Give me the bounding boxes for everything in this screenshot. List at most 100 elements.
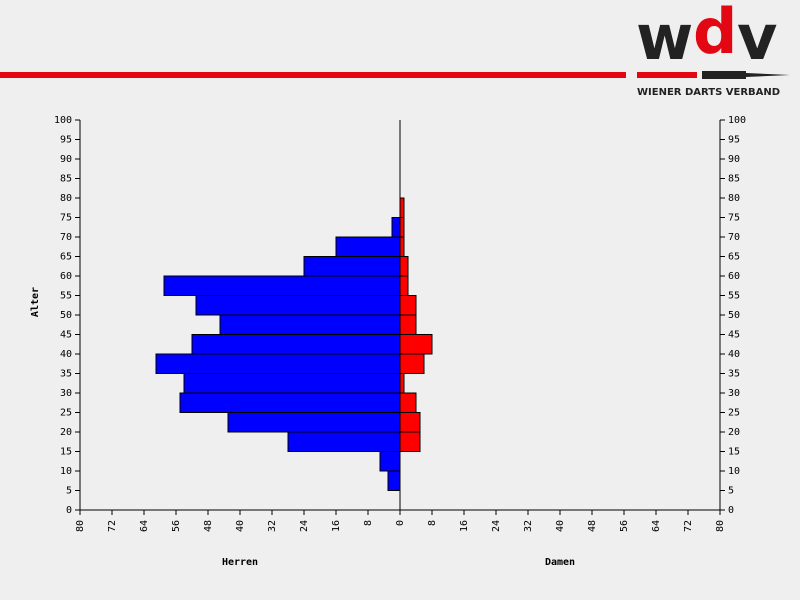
logo-d: d [693,0,737,68]
bar [387,470,401,491]
x-tick-label: 24 [491,520,502,532]
bar [379,451,401,472]
y-tick-label: 35 [728,369,740,380]
x-tick-label: 16 [459,520,470,532]
x-tick-label: 40 [235,520,246,532]
y-tick-label: 95 [60,135,72,146]
bar [399,431,421,452]
y-tick-label: 45 [60,330,72,341]
bar [183,373,401,394]
bar [399,197,405,218]
y-tick-label: 0 [66,505,72,516]
x-tick-label: 40 [555,520,566,532]
bar [399,256,409,277]
y-tick-label: 45 [728,330,740,341]
y-tick-label: 5 [728,486,734,497]
bar [335,236,401,257]
x-tick-label: 8 [427,520,438,526]
x-tick-label: 48 [587,520,598,532]
logo-dart [702,71,746,79]
bar [399,314,417,335]
bar [399,412,421,433]
y-tick-label: 95 [728,135,740,146]
y-tick-label: 30 [60,388,72,399]
logo-dart-tip [746,73,790,77]
x-tick-label: 48 [203,520,214,532]
x-tick-label: 56 [619,520,630,532]
bar [227,412,401,433]
y-tick-label: 70 [728,232,740,243]
y-tick-label: 85 [728,174,740,185]
y-tick-label: 10 [60,466,72,477]
y-tick-label: 75 [60,213,72,224]
y-tick-label: 70 [60,232,72,243]
y-tick-label: 90 [728,154,740,165]
y-tick-label: 80 [728,193,740,204]
logo-v: v [737,1,777,74]
y-tick-label: 55 [60,291,72,302]
y-tick-label: 0 [728,505,734,516]
bar [155,353,401,374]
y-tick-label: 30 [728,388,740,399]
y-tick-label: 40 [728,349,740,360]
bar [191,334,401,355]
bar [391,217,401,238]
y-tick-label: 35 [60,369,72,380]
y-tick-label: 100 [728,115,746,126]
y-tick-label: 20 [728,427,740,438]
bar [287,431,401,452]
bar [399,236,405,257]
bar [219,314,401,335]
x-tick-label: 64 [139,520,150,532]
logo-w: w [636,1,693,74]
y-tick-label: 55 [728,291,740,302]
bar [399,217,405,238]
x-tick-label: 64 [651,520,662,532]
y-tick-label: 25 [60,408,72,419]
y-tick-label: 65 [60,252,72,263]
bar [399,334,433,355]
y-tick-label: 10 [728,466,740,477]
y-tick-label: 50 [60,310,72,321]
bar [399,373,405,394]
x-tick-label: 8 [363,520,374,526]
y-axis-label: Alter [30,287,41,317]
y-tick-label: 100 [54,115,72,126]
x-tick-label: 32 [523,520,534,532]
series-label: Herren [222,557,258,568]
y-tick-label: 15 [60,447,72,458]
bar [399,275,409,296]
y-tick-label: 5 [66,486,72,497]
x-tick-label: 24 [299,520,310,532]
bar [163,275,401,296]
y-tick-label: 90 [60,154,72,165]
y-tick-label: 60 [60,271,72,282]
x-tick-label: 56 [171,520,182,532]
y-tick-label: 75 [728,213,740,224]
header-bar [0,72,626,78]
x-tick-label: 32 [267,520,278,532]
x-tick-label: 72 [107,520,118,532]
bar [399,353,425,374]
y-tick-label: 40 [60,349,72,360]
x-tick-label: 80 [715,520,726,532]
header-bar [637,72,697,78]
logo-subtitle: WIENER DARTS VERBAND [637,87,780,98]
x-tick-label: 16 [331,520,342,532]
y-tick-label: 60 [728,271,740,282]
bar [303,256,401,277]
bar [195,295,401,316]
y-tick-label: 25 [728,408,740,419]
series-label: Damen [545,557,575,568]
y-tick-label: 65 [728,252,740,263]
x-tick-label: 80 [75,520,86,532]
y-tick-label: 50 [728,310,740,321]
bar [399,295,417,316]
x-tick-label: 72 [683,520,694,532]
y-tick-label: 20 [60,427,72,438]
y-tick-label: 85 [60,174,72,185]
bar [179,392,401,413]
y-tick-label: 15 [728,447,740,458]
